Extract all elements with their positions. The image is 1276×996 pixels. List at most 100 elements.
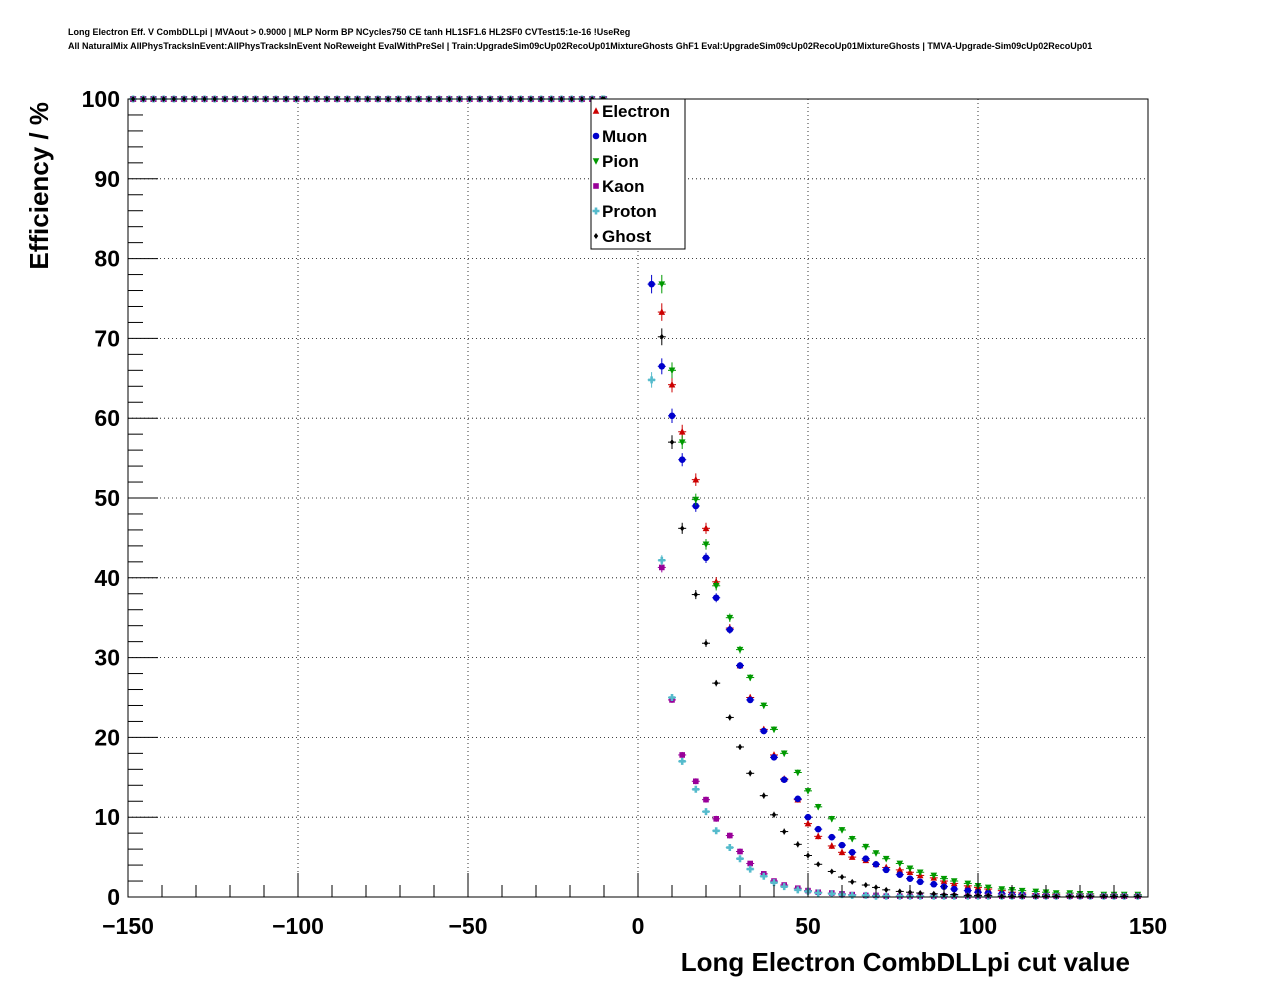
- pion-point: [862, 843, 870, 851]
- ghost-point: [850, 878, 855, 885]
- electron-point: [848, 853, 856, 860]
- proton-point: [692, 785, 700, 793]
- ghost-point: [897, 888, 902, 895]
- legend-label-muon: Muon: [602, 127, 647, 146]
- axis-ticks: −150 −100 −50 0 50 100 150 0 10 20 30 40 50 60 70 80 90 1…: [82, 86, 1168, 939]
- muon-point: [964, 887, 972, 894]
- pion-point: [940, 875, 948, 883]
- muon-point: [862, 855, 870, 862]
- electron-point: [668, 380, 676, 388]
- pion-point: [906, 865, 914, 873]
- pion-point: [746, 674, 754, 682]
- legend-item-electron: Electron: [592, 102, 670, 121]
- proton-point: [770, 879, 778, 887]
- muon-point: [712, 594, 720, 602]
- y-tick-label: 30: [94, 645, 120, 671]
- muon-point: [658, 363, 666, 370]
- muon-point: [668, 412, 676, 420]
- pion-point: [964, 880, 972, 888]
- proton-point: [760, 872, 768, 880]
- ghost-point: [782, 828, 787, 835]
- muon-point: [804, 813, 812, 821]
- pion-point: [678, 439, 686, 446]
- legend-item-proton: Proton: [592, 202, 657, 221]
- muon-point: [896, 871, 904, 878]
- pion-point: [794, 769, 802, 777]
- pion-point: [1018, 887, 1026, 895]
- ghost-point: [761, 792, 766, 799]
- proton-point: [746, 865, 754, 873]
- pion-point: [848, 835, 856, 843]
- ghost-point: [839, 874, 845, 881]
- proton-point: [780, 883, 788, 891]
- muon-point: [702, 554, 710, 562]
- proton-point: [814, 889, 822, 897]
- pion-point: [760, 702, 768, 710]
- pion-point: [916, 869, 924, 877]
- pion-point: [770, 726, 778, 734]
- ghost-point: [816, 861, 821, 868]
- kaon-point: [703, 796, 709, 803]
- kaon-point: [659, 564, 665, 571]
- ghost-point: [1033, 893, 1038, 900]
- muon-point: [916, 878, 924, 886]
- electron-point: [828, 842, 836, 849]
- muon-point: [950, 885, 958, 893]
- electron-point: [896, 866, 904, 873]
- proton-point: [678, 757, 686, 765]
- pion-point: [668, 367, 676, 375]
- pion-point: [828, 815, 836, 823]
- y-tick-label: 70: [94, 325, 120, 351]
- pion-point: [814, 804, 822, 811]
- pion-point: [1032, 888, 1040, 896]
- ghost-point: [737, 743, 743, 750]
- proton-point: [736, 855, 744, 863]
- pion-point: [692, 496, 700, 504]
- legend-item-ghost: Ghost: [593, 227, 651, 246]
- kaon-point: [737, 848, 743, 855]
- ghost-point: [1054, 893, 1059, 900]
- legend-item-muon: Muon: [592, 127, 647, 146]
- pion-point: [998, 886, 1006, 893]
- muon-point: [794, 795, 802, 803]
- ghost-point: [703, 640, 709, 647]
- electron-point: [658, 308, 666, 315]
- proton-point: [658, 556, 666, 564]
- proton-point: [862, 891, 870, 899]
- y-tick-label: 40: [94, 565, 120, 591]
- legend-marker-electron: [592, 107, 600, 114]
- y-tick-label: 90: [94, 166, 120, 192]
- pion-point: [896, 860, 904, 868]
- pion-point: [736, 646, 744, 654]
- ghost-point: [863, 882, 868, 889]
- proton-point: [916, 892, 924, 900]
- ghost-point: [771, 811, 777, 818]
- electron-point: [838, 848, 846, 856]
- pion-point: [712, 582, 720, 590]
- pion-point: [780, 750, 788, 758]
- x-tick-label: 50: [795, 913, 821, 939]
- legend-marker-muon: [592, 132, 600, 140]
- ghost-point: [659, 333, 664, 340]
- pion-point: [726, 614, 734, 622]
- muon-point: [746, 696, 754, 704]
- proton-point: [794, 886, 802, 894]
- ghost-point: [952, 891, 957, 898]
- pion-point: [702, 541, 710, 549]
- ghost-point: [680, 525, 685, 532]
- electron-point: [804, 819, 812, 827]
- muon-point: [736, 662, 744, 669]
- ghost-point: [1101, 893, 1106, 900]
- electron-point: [678, 427, 686, 435]
- proton-point: [712, 827, 720, 835]
- legend-box: [590, 98, 686, 250]
- pion-point: [950, 878, 958, 885]
- ghost-point: [884, 886, 889, 893]
- pion-point: [984, 884, 992, 892]
- ghost-point: [714, 680, 719, 687]
- muon-point: [648, 280, 655, 288]
- proton-point: [648, 376, 656, 384]
- ghost-point: [931, 890, 936, 897]
- y-tick-label: 0: [107, 884, 120, 910]
